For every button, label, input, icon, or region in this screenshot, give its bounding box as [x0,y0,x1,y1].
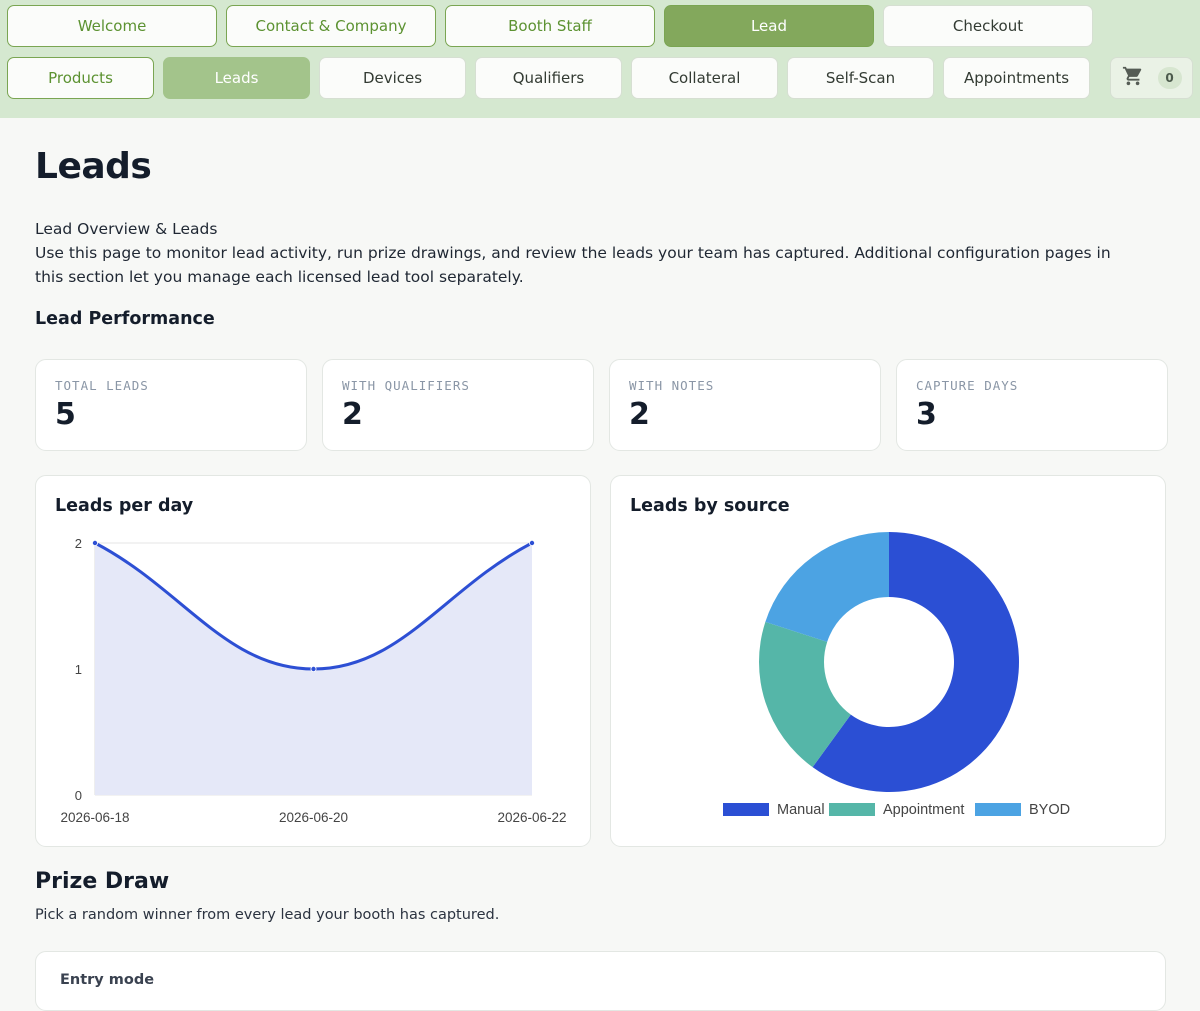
subtab-devices[interactable]: Devices [319,57,466,99]
secondary-nav: Products Leads Devices Qualifiers Collat… [7,57,1090,99]
stat-card-with-qualifiers: WITH QUALIFIERS 2 [322,359,594,451]
stat-card-capture-days: CAPTURE DAYS 3 [896,359,1168,451]
stat-value: 3 [916,397,937,432]
legend-swatch [723,803,769,816]
leads-per-day-chart: 0 1 2 2026-06-18 2026-06-20 2026-06-22 [60,536,566,825]
donut-slice [765,532,889,642]
intro-description: Use this page to monitor lead activity, … [35,244,1111,286]
donut-slice [812,532,1019,792]
prize-draw-subtitle: Pick a random winner from every lead you… [35,907,500,923]
data-point [92,540,99,547]
x-tick-label: 2026-06-20 [279,810,348,825]
leads-by-source-chart: Manual Appointment BYOD [723,532,1070,818]
legend-label: Appointment [883,802,964,818]
intro-heading: Lead Overview & Leads [35,220,218,238]
leads-by-source-card: Manual Appointment BYOD Leads by source [610,475,1166,847]
x-tick-label: 2026-06-22 [497,810,566,825]
leads-per-day-card: 0 1 2 2026-06-18 2026-06-20 2026-06-22 Leads … [35,475,591,847]
lead-performance-heading: Lead Performance [35,309,215,329]
subtab-self-scan[interactable]: Self-Scan [787,57,934,99]
tab-contact-company[interactable]: Contact & Company [226,5,436,47]
cart-count-badge: 0 [1157,67,1182,89]
entry-mode-label: Entry mode [60,972,155,988]
y-tick-label: 0 [75,788,82,803]
cart-button[interactable]: 0 [1110,57,1193,99]
tab-welcome[interactable]: Welcome [7,5,217,47]
top-navigation: Welcome Contact & Company Booth Staff Le… [0,0,1200,118]
donut-slice [759,621,851,768]
tab-lead[interactable]: Lead [664,5,874,47]
y-tick-label: 1 [75,662,82,677]
x-tick-label: 2026-06-18 [60,810,129,825]
subtab-collateral[interactable]: Collateral [631,57,778,99]
stat-label: WITH QUALIFIERS [342,378,470,393]
data-point [310,665,317,672]
stat-value: 2 [629,397,650,432]
chart-title: Leads per day [55,496,194,516]
subtab-products[interactable]: Products [7,57,154,99]
prize-draw-heading: Prize Draw [35,869,170,894]
legend-label: BYOD [1029,802,1070,818]
subtab-qualifiers[interactable]: Qualifiers [475,57,622,99]
tab-checkout[interactable]: Checkout [883,5,1093,47]
subtab-leads[interactable]: Leads [163,57,310,99]
stat-card-total-leads: TOTAL LEADS 5 [35,359,307,451]
legend-swatch [975,803,1021,816]
stat-label: TOTAL LEADS [55,378,149,393]
cart-icon [1122,65,1144,91]
tab-booth-staff[interactable]: Booth Staff [445,5,655,47]
legend-swatch [829,803,875,816]
stat-value: 2 [342,397,363,432]
chart-title: Leads by source [630,496,790,516]
data-point [528,540,535,547]
stat-card-with-notes: WITH NOTES 2 [609,359,881,451]
stats-row: TOTAL LEADS 5 WITH QUALIFIERS 2 WITH NOT… [35,359,1168,451]
y-tick-label: 2 [75,536,82,551]
page-title: Leads [35,146,152,187]
primary-nav: Welcome Contact & Company Booth Staff Le… [7,5,1093,47]
subtab-appointments[interactable]: Appointments [943,57,1090,99]
entry-mode-card: Entry mode [35,951,1166,1011]
legend-label: Manual [777,802,825,818]
stat-label: WITH NOTES [629,378,715,393]
stat-value: 5 [55,397,76,432]
stat-label: CAPTURE DAYS [916,378,1019,393]
page-intro: Lead Overview & Leads Use this page to m… [35,217,1135,289]
